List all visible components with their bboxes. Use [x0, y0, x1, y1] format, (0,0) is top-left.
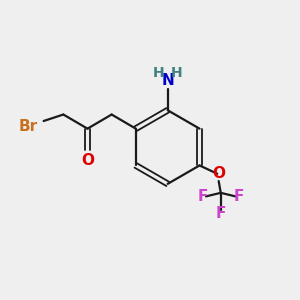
Text: F: F — [216, 206, 226, 221]
Text: Br: Br — [19, 119, 38, 134]
Text: F: F — [197, 189, 208, 204]
Text: O: O — [81, 153, 94, 168]
Text: F: F — [234, 189, 244, 204]
Text: H: H — [153, 66, 165, 80]
Text: N: N — [161, 73, 174, 88]
Text: H: H — [171, 66, 182, 80]
Text: O: O — [212, 166, 225, 181]
